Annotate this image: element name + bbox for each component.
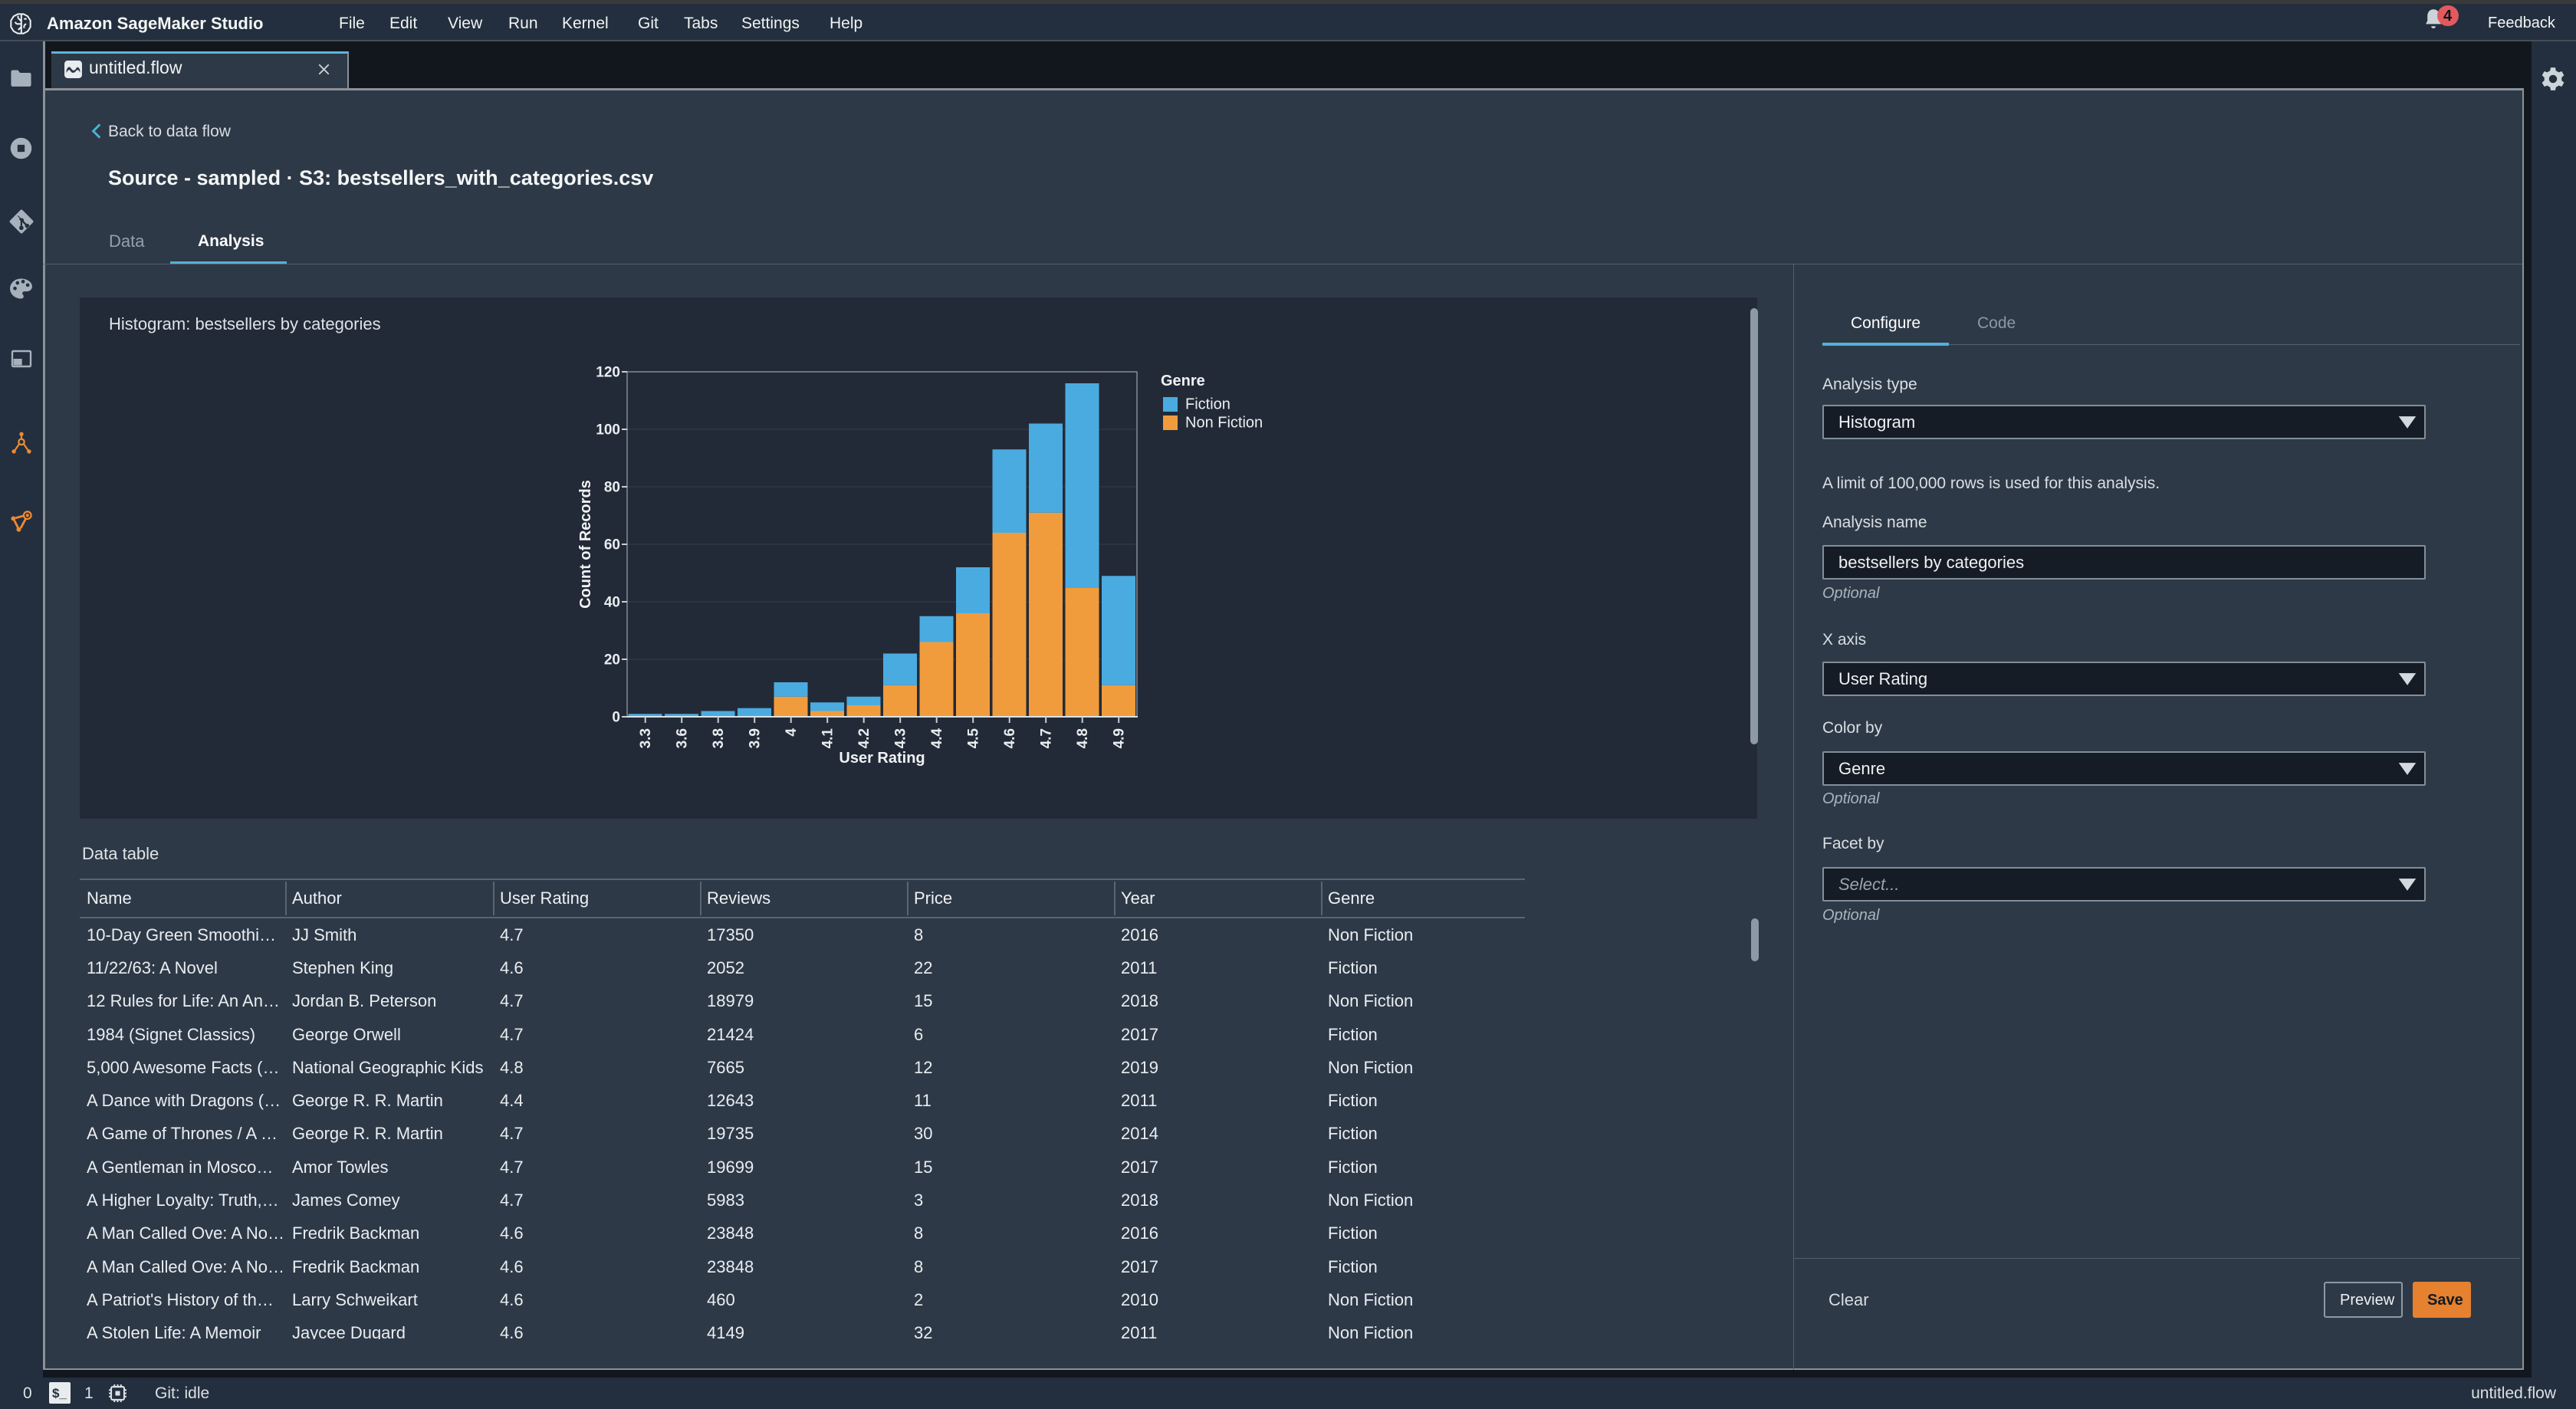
svg-text:3.8: 3.8 [711,728,727,748]
svg-text:User Rating: User Rating [839,750,925,767]
svg-text:40: 40 [604,595,620,611]
svg-text:3.9: 3.9 [748,728,764,748]
svg-text:80: 80 [604,480,620,496]
svg-text:Genre: Genre [1161,373,1205,389]
svg-text:4.6: 4.6 [1002,728,1018,748]
svg-text:4.3: 4.3 [893,728,909,748]
svg-text:60: 60 [604,537,620,553]
svg-text:120: 120 [596,365,620,381]
svg-text:100: 100 [596,422,620,438]
svg-text:20: 20 [604,652,620,668]
svg-text:3.6: 3.6 [675,728,691,748]
svg-text:Fiction: Fiction [1185,396,1230,413]
svg-text:4: 4 [784,728,800,737]
svg-text:3.3: 3.3 [638,728,654,748]
svg-text:4.9: 4.9 [1112,728,1128,748]
svg-text:4.4: 4.4 [929,728,945,749]
svg-text:4.5: 4.5 [966,728,982,749]
svg-text:4.8: 4.8 [1075,728,1091,748]
svg-text:0: 0 [612,710,620,726]
svg-text:4.2: 4.2 [856,728,872,748]
svg-text:Non Fiction: Non Fiction [1185,415,1263,432]
svg-text:Count of Records: Count of Records [577,480,594,609]
svg-text:4.7: 4.7 [1039,728,1055,748]
svg-text:4.1: 4.1 [820,728,836,749]
